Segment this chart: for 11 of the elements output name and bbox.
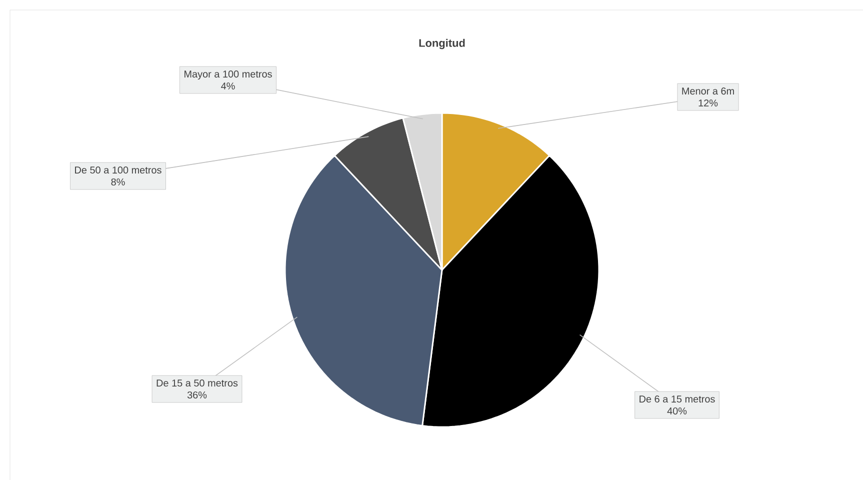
- data-label: 36%: [187, 391, 207, 398]
- slice-label: Mayor a 100 metros: [184, 70, 272, 80]
- chart-title: Longitud: [419, 38, 465, 50]
- slice-label: De 6 a 15 metros: [640, 396, 715, 403]
- data-label: 40%: [667, 407, 687, 414]
- data-label: 12%: [698, 99, 718, 106]
- data-label: 4%: [221, 82, 235, 90]
- slice-label: De 50 a 100 metros: [75, 166, 162, 174]
- slice-label: De 15 a 50 metros: [156, 380, 238, 387]
- slice-label: Menor a 6m: [682, 88, 734, 95]
- data-label: 8%: [111, 178, 125, 186]
